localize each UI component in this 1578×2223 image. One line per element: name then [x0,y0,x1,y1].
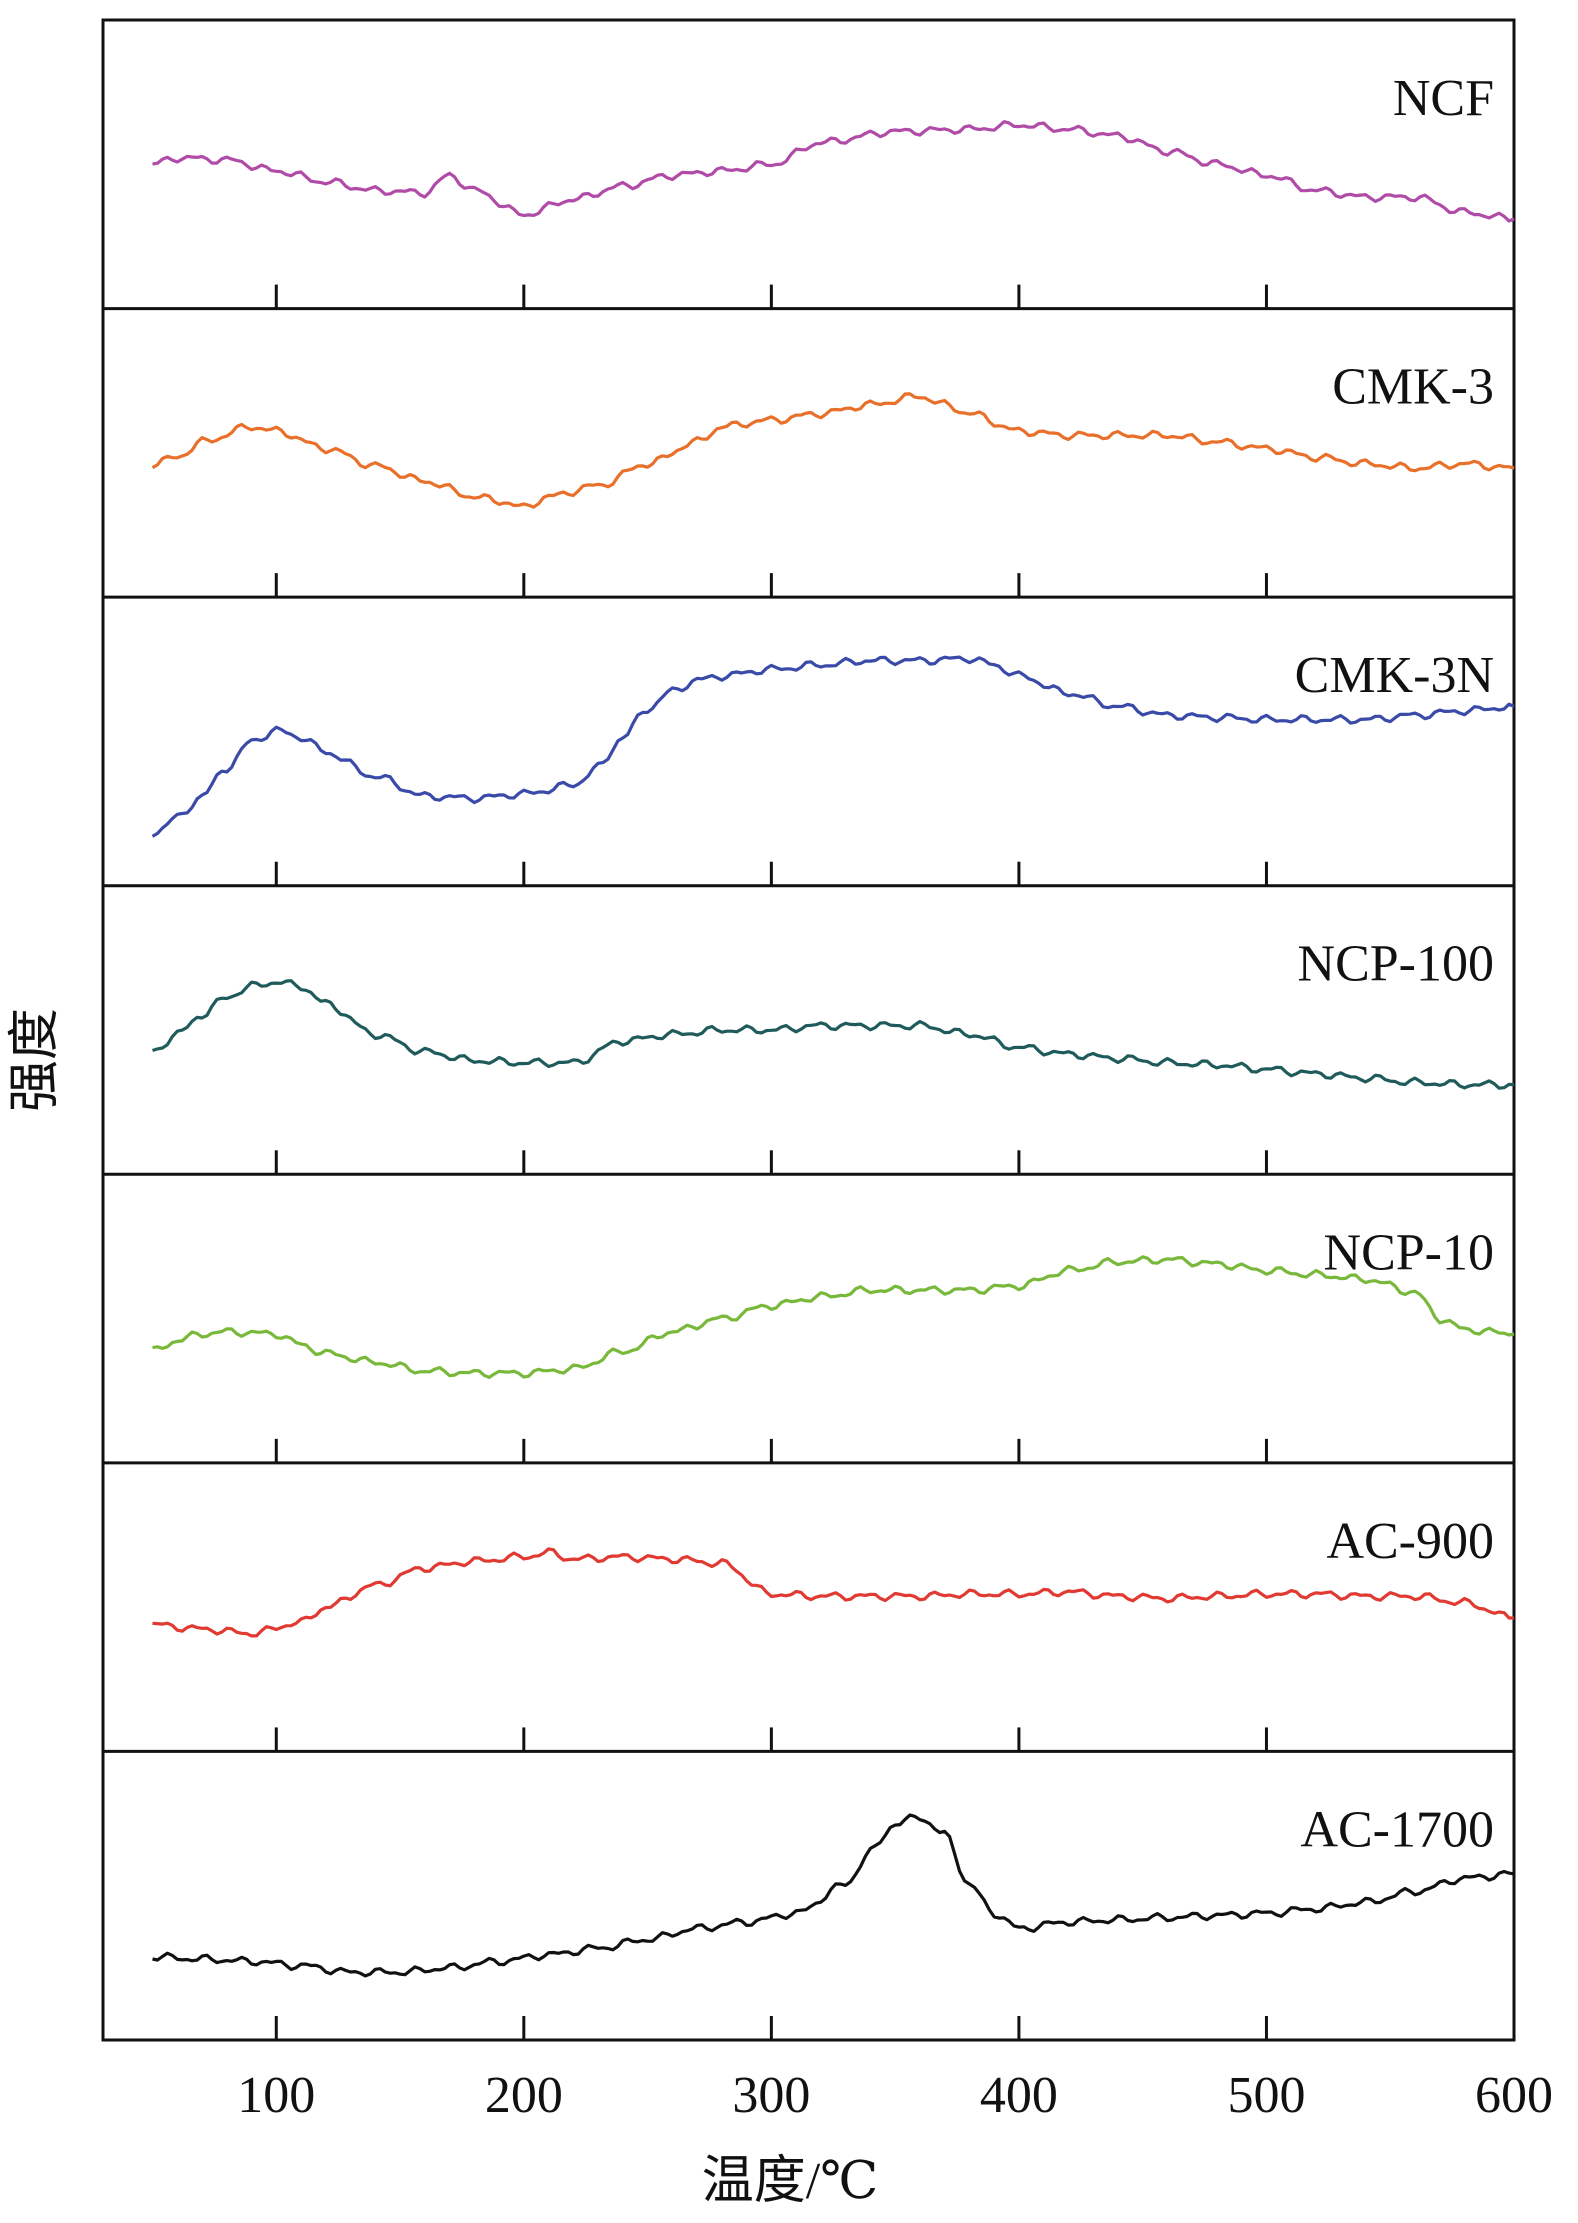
series-label: NCF [1393,70,1494,127]
series-label: CMK-3 [1332,359,1494,416]
x-axis-layer: 100 200 300 400 500 600 [237,284,1553,2124]
series-line-ncp-100 [152,979,1515,1090]
x-tick-label: 100 [237,2067,315,2124]
x-axis-title: 温度/℃ [702,2153,879,2210]
x-tick-label: 600 [1475,2067,1553,2124]
series-line-ac-1700 [152,1813,1515,1978]
series-line-ncp-10 [152,1255,1515,1379]
series-label: CMK-3N [1295,647,1494,704]
series-line-cmk-3 [151,392,1515,509]
series-label: NCP-10 [1324,1224,1494,1281]
series-line-ncf [152,120,1515,223]
x-tick-label: 200 [485,2067,563,2124]
series-label: NCP-100 [1298,936,1494,993]
y-axis-title: 强度 [7,1008,64,1112]
series-lines-layer [151,120,1515,1978]
x-tick-label: 500 [1227,2067,1305,2124]
x-tick-label: 400 [980,2067,1058,2124]
series-label: AC-1700 [1300,1801,1494,1858]
x-tick-label: 300 [732,2067,810,2124]
series-label: AC-900 [1326,1513,1494,1570]
panels-layer: NCF CMK-3 CMK-3N NCP-100 NCP-10 AC-900 AC-1700 [101,18,1516,2042]
series-line-ac-900 [152,1547,1515,1638]
series-line-cmk-3n [151,655,1515,838]
plot-frame [101,18,1516,2042]
